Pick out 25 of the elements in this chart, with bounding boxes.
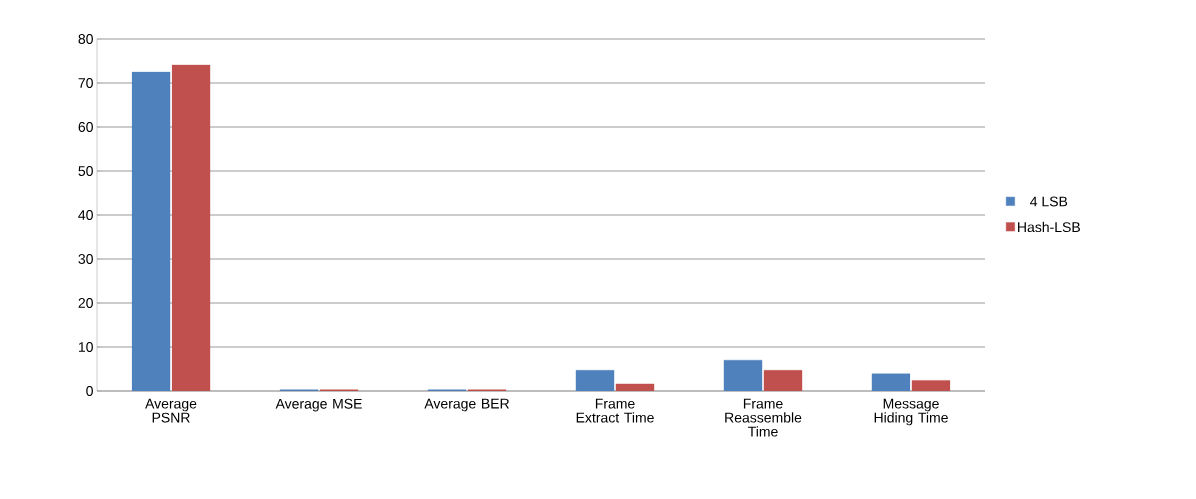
x-tick-label: Average MSE <box>275 398 362 412</box>
y-tick-label: 70 <box>78 78 93 88</box>
y-tick-label: 20 <box>78 298 93 308</box>
bar <box>911 380 951 391</box>
bar <box>763 370 803 391</box>
y-tick-label: 0 <box>86 386 93 396</box>
x-tick-label: Message Hiding Time <box>874 398 948 426</box>
bar <box>723 360 763 391</box>
y-tick-label: 10 <box>78 342 93 352</box>
x-tick-label: Average BER <box>424 398 510 412</box>
bar <box>131 71 171 391</box>
y-tick-label: 80 <box>78 34 93 44</box>
y-tick-label: 60 <box>78 122 93 132</box>
y-tick-label: 40 <box>78 210 93 220</box>
x-tick-label: Average PSNR <box>145 398 197 423</box>
bar <box>171 64 211 391</box>
legend-label: 4 LSB <box>1030 196 1068 207</box>
x-tick-label: Frame Reassemble Time <box>725 398 802 437</box>
y-tick-label: 50 <box>78 166 93 176</box>
legend-label: Hash-LSB <box>1018 221 1080 233</box>
bar <box>615 383 655 391</box>
x-tick-label: Frame Extract Time <box>576 398 654 423</box>
bar <box>575 370 615 391</box>
bar <box>871 373 911 391</box>
y-tick-label: 30 <box>78 254 93 264</box>
